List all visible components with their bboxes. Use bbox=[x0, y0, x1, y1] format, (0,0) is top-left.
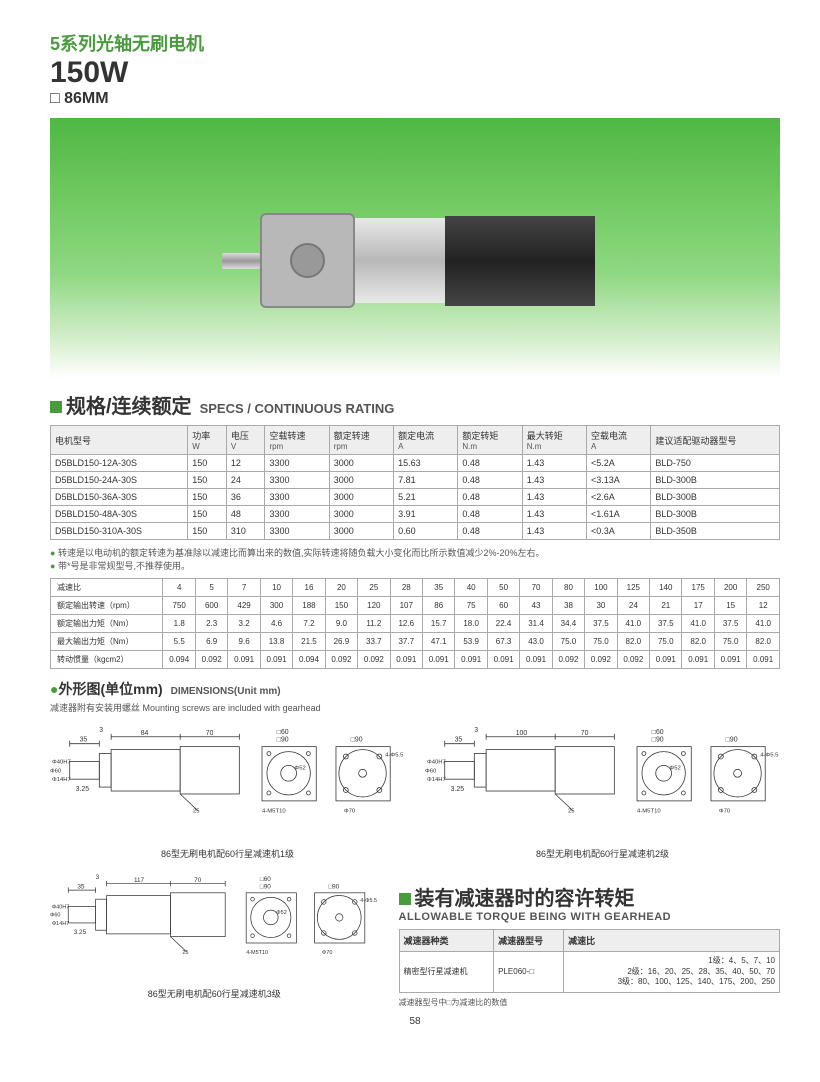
gearhead-title-en: ALLOWABLE TORQUE BEING WITH GEARHEAD bbox=[399, 911, 781, 923]
svg-text:Φ60: Φ60 bbox=[50, 913, 60, 919]
ratio-table: 减速比4571016202528354050708010012514017520… bbox=[50, 578, 780, 669]
svg-text:3.25: 3.25 bbox=[76, 786, 90, 793]
note-2: ● 带*号是非常规型号,不推荐使用。 bbox=[50, 559, 780, 572]
dimensions-title: ●外形图(单位mm) DIMENSIONS(Unit mm) bbox=[50, 679, 780, 699]
svg-text:□60: □60 bbox=[277, 729, 289, 736]
svg-text:117: 117 bbox=[134, 877, 145, 884]
svg-text:3.25: 3.25 bbox=[74, 929, 87, 936]
svg-text:Φ70: Φ70 bbox=[719, 809, 731, 815]
svg-text:Φ40H7: Φ40H7 bbox=[52, 759, 71, 765]
svg-text:Φ14H7: Φ14H7 bbox=[427, 777, 446, 783]
svg-text:4-Φ5.5: 4-Φ5.5 bbox=[760, 753, 779, 759]
svg-text:84: 84 bbox=[141, 730, 149, 737]
svg-text:4-Φ5.5: 4-Φ5.5 bbox=[360, 898, 377, 904]
svg-text:3.25: 3.25 bbox=[451, 786, 465, 793]
svg-text:Φ52: Φ52 bbox=[295, 765, 306, 771]
svg-text:100: 100 bbox=[516, 730, 528, 737]
svg-text:3: 3 bbox=[96, 874, 100, 881]
svg-text:Φ14H7: Φ14H7 bbox=[52, 921, 69, 927]
gearhead-title: 装有减速器时的容许转矩 bbox=[399, 882, 781, 911]
svg-text:□90: □90 bbox=[351, 737, 363, 744]
svg-text:Φ52: Φ52 bbox=[276, 910, 286, 916]
gearhead-table: 减速器种类 减速器型号 减速比 精密型行星减速机 PLE060-□ 1级：4、5… bbox=[399, 929, 781, 992]
svg-text:□90: □90 bbox=[260, 884, 271, 891]
header-title: 5系列光轴无刷电机 bbox=[50, 30, 780, 56]
svg-text:Φ14H7: Φ14H7 bbox=[52, 777, 71, 783]
svg-text:3: 3 bbox=[99, 727, 103, 734]
page-number: 58 bbox=[50, 1016, 780, 1027]
svg-text:□60: □60 bbox=[652, 729, 664, 736]
note-1: ● 转速是以电动机的额定转速为基准除以减速比而算出来的数值,实际转速将随负载大小… bbox=[50, 546, 780, 559]
svg-text:4-M5T10: 4-M5T10 bbox=[637, 809, 661, 815]
svg-text:3: 3 bbox=[474, 727, 478, 734]
svg-text:25: 25 bbox=[568, 809, 575, 815]
hero-image bbox=[50, 118, 780, 378]
specs-table: 电机型号功率W电压V空载转速rpm额定转速rpm额定电流A额定转矩N.m最大转矩… bbox=[50, 425, 780, 540]
svg-text:4-M5T10: 4-M5T10 bbox=[246, 950, 268, 956]
svg-text:□60: □60 bbox=[260, 876, 271, 883]
svg-text:□90: □90 bbox=[328, 884, 339, 891]
svg-text:Φ52: Φ52 bbox=[670, 765, 681, 771]
svg-text:70: 70 bbox=[581, 730, 589, 737]
svg-text:35: 35 bbox=[77, 884, 85, 891]
svg-text:4-M5T10: 4-M5T10 bbox=[262, 809, 286, 815]
svg-text:Φ40H7: Φ40H7 bbox=[52, 905, 69, 911]
svg-text:□90: □90 bbox=[652, 737, 664, 744]
svg-text:□90: □90 bbox=[277, 737, 289, 744]
svg-text:25: 25 bbox=[182, 950, 188, 956]
dimensions-note: 减速器附有安装用螺丝 Mounting screws are included … bbox=[50, 701, 780, 714]
svg-text:25: 25 bbox=[193, 809, 200, 815]
header-dim: □ 86MM bbox=[50, 90, 780, 108]
svg-text:Φ70: Φ70 bbox=[344, 809, 356, 815]
drawing-2: 35 100 70 3 3.25 Φ40H7 Φ14H7 Φ60 25 □90 … bbox=[425, 722, 780, 860]
svg-text:Φ40H7: Φ40H7 bbox=[427, 759, 446, 765]
header-watt: 150W bbox=[50, 58, 780, 88]
section-specs-title: 规格/连续额定 SPECS / CONTINUOUS RATING bbox=[50, 390, 780, 419]
svg-text:70: 70 bbox=[206, 730, 214, 737]
svg-text:□90: □90 bbox=[726, 737, 738, 744]
svg-text:Φ60: Φ60 bbox=[425, 768, 437, 774]
svg-text:70: 70 bbox=[194, 877, 202, 884]
drawing-3: 35 117 70 3 3.25 Φ40H7 Φ14H7 Φ60 25 □90 … bbox=[50, 870, 379, 1000]
svg-text:35: 35 bbox=[455, 737, 463, 744]
svg-text:Φ70: Φ70 bbox=[322, 950, 332, 956]
drawing-1: 35 84 70 3 3.25 Φ40H7 Φ14H7 Φ60 25 □90 □… bbox=[50, 722, 405, 860]
svg-text:4-Φ5.5: 4-Φ5.5 bbox=[385, 753, 404, 759]
svg-text:35: 35 bbox=[80, 737, 88, 744]
svg-text:Φ60: Φ60 bbox=[50, 768, 62, 774]
gearhead-footnote: 减速器型号中□为减速比的数值 bbox=[399, 997, 781, 1008]
